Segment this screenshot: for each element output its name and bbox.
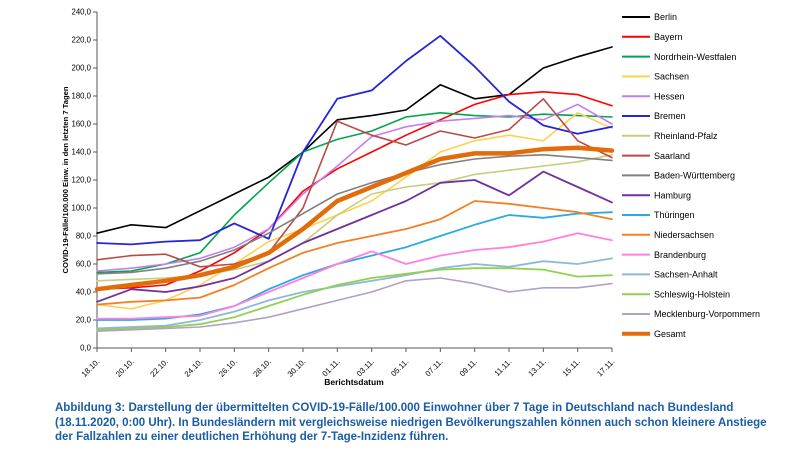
legend-label: Baden-Württemberg: [654, 171, 735, 181]
x-tick-label: 05.11.: [389, 357, 410, 378]
legend-item-baden-w-rttemberg: Baden-Württemberg: [622, 171, 735, 181]
legend-label: Niedersachsen: [654, 230, 714, 240]
y-tick-label: 240,0: [71, 8, 91, 17]
legend-item-bremen: Bremen: [622, 111, 686, 121]
x-tick-label: 22.10.: [148, 357, 170, 379]
legend-label: Schleswig-Holstein: [654, 289, 730, 299]
x-tick-label: 28.10.: [251, 357, 273, 379]
series-line-baden-w-rttemberg: [96, 154, 613, 275]
y-tick-label: 0,0: [80, 344, 92, 353]
x-tick-label: 01.11.: [320, 357, 341, 378]
y-axis-title: COVID-19-Fälle/100.000 Einw. in den letz…: [61, 86, 70, 273]
legend-label: Berlin: [654, 12, 677, 22]
x-axis-title: Berichtsdatum: [324, 377, 384, 387]
x-tick-label: 07.11.: [423, 357, 444, 378]
legend-label: Rheinland-Pfalz: [654, 131, 718, 141]
x-tick-label: 17.11.: [595, 357, 616, 378]
y-tick-label: 40,0: [76, 288, 92, 297]
series-line-sachsen-anhalt: [96, 257, 613, 330]
series-line-mecklenburg-vorpommern: [96, 277, 613, 333]
x-tick-label: 24.10.: [183, 357, 205, 379]
x-tick-label: 20.10.: [114, 357, 136, 379]
x-tick-label: 26.10.: [217, 357, 239, 379]
legend-item-niedersachsen: Niedersachsen: [622, 230, 714, 240]
legend-item-gesamt: Gesamt: [622, 329, 686, 339]
legend-label: Bremen: [654, 111, 686, 121]
chart-canvas: 0,0 20,0 40,0 60,0 80,0 100,0 120,0 140,0 160,0 1…: [61, 8, 760, 387]
legend-label: Sachsen: [654, 72, 689, 82]
series-lines: [94, 34, 615, 333]
series-line-gesamt: [94, 145, 615, 292]
y-tick-label: 80,0: [76, 232, 92, 241]
legend-label: Hessen: [654, 91, 685, 101]
legend-item-sachsen: Sachsen: [622, 72, 689, 82]
legend-label: Saarland: [654, 151, 690, 161]
y-tick-label: 120,0: [71, 176, 91, 185]
y-axis-ticks: 0,0 20,0 40,0 60,0 80,0 100,0 120,0 140,0 160,0 1…: [71, 8, 97, 353]
x-tick-label: 13.11.: [526, 357, 547, 378]
figure-caption: Abbildung 3: Darstellung der übermittelt…: [55, 402, 767, 443]
legend-item-mecklenburg-vorpommern: Mecklenburg-Vorpommern: [622, 309, 760, 319]
legend-item-th-ringen: Thüringen: [622, 210, 695, 220]
legend-item-schleswig-holstein: Schleswig-Holstein: [622, 289, 730, 299]
y-tick-label: 20,0: [76, 316, 92, 325]
x-tick-label: 30.10.: [286, 357, 308, 379]
legend-label: Brandenburg: [654, 250, 706, 260]
y-tick-label: 60,0: [76, 260, 92, 269]
y-tick-label: 200,0: [71, 64, 91, 73]
legend-item-sachsen-anhalt: Sachsen-Anhalt: [622, 270, 718, 280]
legend-label: Mecklenburg-Vorpommern: [654, 309, 760, 319]
chart-legend: Berlin Bayern Nordrhein-Westfalen Sachsen He…: [622, 12, 760, 339]
x-tick-label: 11.11.: [493, 357, 514, 378]
y-tick-label: 220,0: [71, 36, 91, 45]
x-axis-ticks: 18.10. 20.10. 22.10. 24.10. 26.10. 28.10. 30.1…: [80, 348, 616, 379]
legend-item-rheinland-pfalz: Rheinland-Pfalz: [622, 131, 718, 141]
legend-label: Thüringen: [654, 210, 695, 220]
y-tick-label: 160,0: [71, 120, 91, 129]
series-line-niedersachsen: [96, 200, 613, 306]
legend-item-hessen: Hessen: [622, 91, 685, 101]
legend-item-hamburg: Hamburg: [622, 190, 691, 200]
legend-label: Nordrhein-Westfalen: [654, 52, 736, 62]
x-tick-label: 09.11.: [458, 357, 479, 378]
legend-item-bayern: Bayern: [622, 32, 683, 42]
series-line-hamburg: [96, 170, 613, 303]
legend-label: Sachsen-Anhalt: [654, 270, 718, 280]
series-line-brandenburg: [96, 232, 613, 320]
legend-label: Hamburg: [654, 190, 691, 200]
y-tick-label: 140,0: [71, 148, 91, 157]
legend-item-brandenburg: Brandenburg: [622, 250, 706, 260]
legend-item-saarland: Saarland: [622, 151, 690, 161]
x-tick-label: 18.10.: [80, 357, 102, 379]
y-tick-label: 100,0: [71, 204, 91, 213]
series-line-saarland: [96, 98, 613, 268]
legend-item-nordrhein-westfalen: Nordrhein-Westfalen: [622, 52, 736, 62]
legend-label: Gesamt: [654, 329, 686, 339]
legend-item-berlin: Berlin: [622, 12, 677, 22]
series-line-schleswig-holstein: [96, 267, 613, 331]
series-line-berlin: [96, 46, 613, 234]
incidence-line-chart: 0,0 20,0 40,0 60,0 80,0 100,0 120,0 140,0 160,0 1…: [61, 8, 760, 387]
series-line-nordrhein-westfalen: [96, 112, 613, 274]
x-tick-label: 15.11.: [561, 357, 582, 378]
y-tick-label: 180,0: [71, 92, 91, 101]
series-line-sachsen: [96, 112, 613, 310]
legend-label: Bayern: [654, 32, 683, 42]
x-tick-label: 03.11.: [355, 357, 376, 378]
